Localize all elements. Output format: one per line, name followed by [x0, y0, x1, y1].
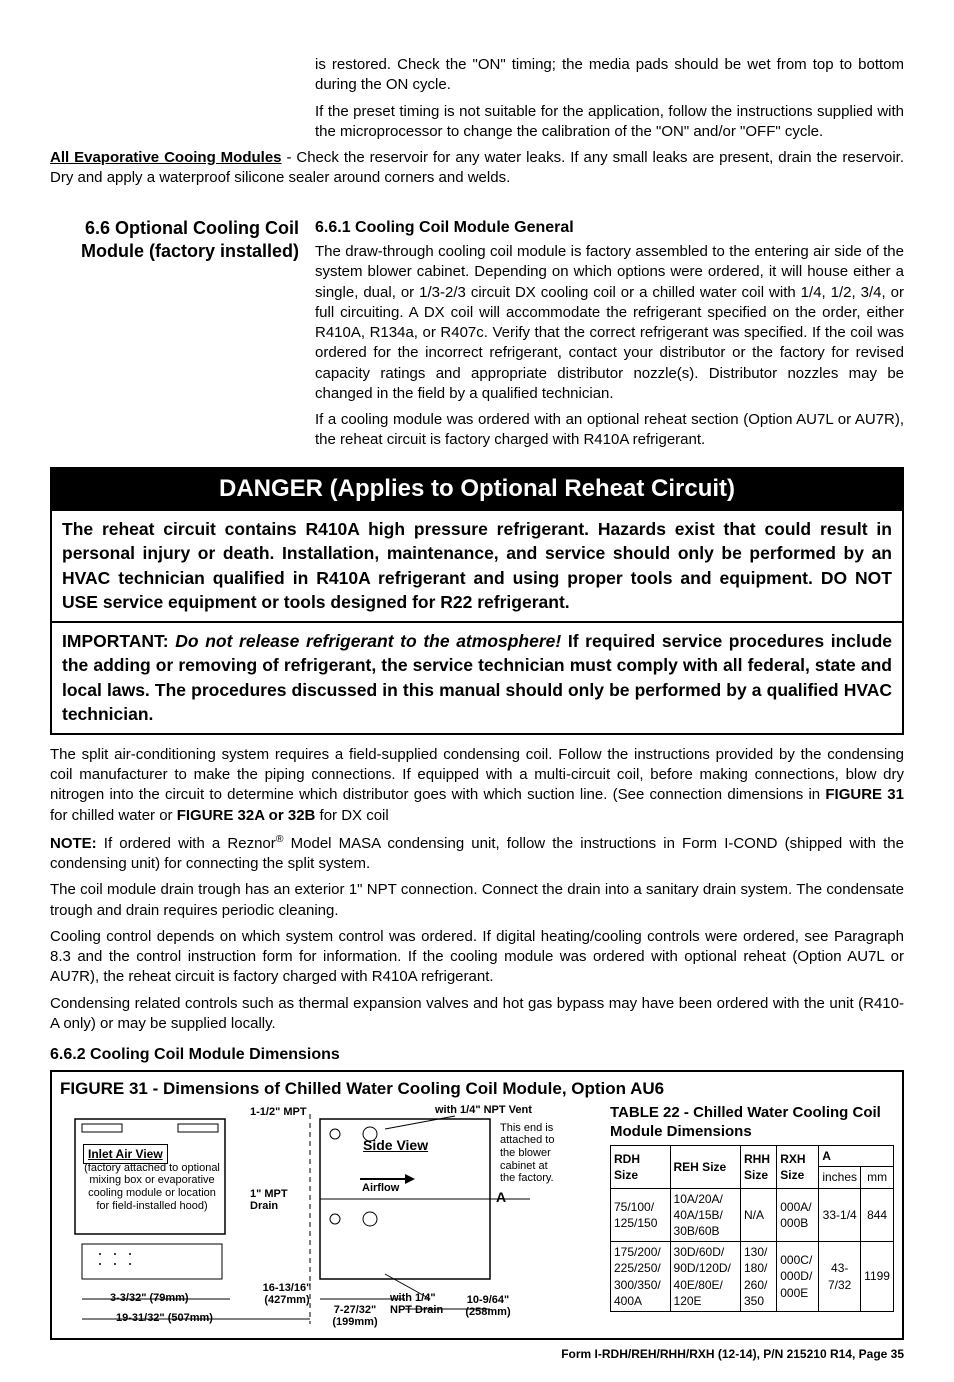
- table-22-area: TABLE 22 - Chilled Water Cooling Coil Mo…: [610, 1104, 894, 1312]
- important-box: IMPORTANT: Do not release refrigerant to…: [50, 623, 904, 735]
- label-dim-258: 10-9/64" (258mm): [448, 1294, 528, 1319]
- label-1-5-mpt: 1-1/2" MPT: [250, 1106, 307, 1119]
- body-p5: Condensing related controls such as ther…: [50, 994, 904, 1035]
- body-p4: Cooling control depends on which system …: [50, 927, 904, 988]
- section-right-col: 6.6.1 Cooling Coil Module General The dr…: [315, 217, 904, 457]
- sub-6-6-1-heading: 6.6.1 Cooling Coil Module General: [315, 217, 904, 239]
- intro-p1: is restored. Check the "ON" timing; the …: [315, 55, 904, 96]
- label-side-view: Side View: [363, 1136, 428, 1155]
- label-airflow: Airflow: [362, 1182, 399, 1195]
- th-reh: REH Size: [670, 1146, 740, 1188]
- registered-icon: ®: [276, 833, 284, 845]
- th-rdh: RDH Size: [611, 1146, 671, 1188]
- label-npt-vent: with 1/4" NPT Vent: [435, 1104, 535, 1117]
- danger-body: The reheat circuit contains R410A high p…: [50, 511, 904, 623]
- label-dim-199: 7-27/32" (199mm): [320, 1304, 390, 1329]
- body-p3: The coil module drain trough has an exte…: [50, 880, 904, 921]
- label-dim-79: 3-3/32" (79mm): [110, 1292, 189, 1305]
- th-rxh: RXH Size: [777, 1146, 819, 1188]
- body-p2: NOTE: If ordered with a Reznor® Model MA…: [50, 832, 904, 875]
- section-6-6: 6.6 Optional Cooling Coil Module (factor…: [50, 217, 904, 457]
- label-1-mpt: 1" MPT Drain: [250, 1188, 305, 1213]
- label-dim-427: 16-13/16" (427mm): [252, 1282, 322, 1307]
- label-attach-note: This end is attached to the blower cabin…: [500, 1122, 560, 1185]
- section-left-heading: 6.6 Optional Cooling Coil Module (factor…: [50, 217, 299, 264]
- table-row: 75/100/ 125/150 10A/20A/ 40A/15B/ 30B/60…: [611, 1188, 894, 1242]
- figure-31: FIGURE 31 - Dimensions of Chilled Water …: [50, 1070, 904, 1340]
- th-a: A: [819, 1146, 894, 1167]
- body-p1: The split air-conditioning system requir…: [50, 745, 904, 826]
- sub-6-6-1-p2: If a cooling module was ordered with an …: [315, 410, 904, 451]
- important-ital: Do not release refrigerant to the atmosp…: [175, 631, 561, 651]
- th-inches: inches: [819, 1167, 861, 1188]
- sub-6-6-1-p1: The draw-through cooling coil module is …: [315, 242, 904, 404]
- figure-31-title: FIGURE 31 - Dimensions of Chilled Water …: [60, 1078, 894, 1101]
- danger-title: DANGER (Applies to Optional Reheat Circu…: [50, 467, 904, 511]
- table-22: RDH Size REH Size RHH Size RXH Size A in…: [610, 1145, 894, 1312]
- th-rhh: RHH Size: [740, 1146, 776, 1188]
- intro-p2: If the preset timing is not suitable for…: [315, 102, 904, 143]
- label-inlet-note: (factory attached to optional mixing box…: [83, 1162, 221, 1213]
- label-a-dim: A: [496, 1188, 506, 1207]
- intro-p3-lead: All Evaporative Cooing Modules: [50, 149, 282, 166]
- intro-p3: All Evaporative Cooing Modules - Check t…: [50, 148, 904, 189]
- section-left-heading-col: 6.6 Optional Cooling Coil Module (factor…: [50, 217, 299, 457]
- sub-6-6-2-heading: 6.6.2 Cooling Coil Module Dimensions: [50, 1044, 904, 1066]
- table-row: 175/200/ 225/250/ 300/350/ 400A 30D/60D/…: [611, 1242, 894, 1312]
- figure-31-diagram: 1-1/2" MPT Inlet Air View (factory attac…: [60, 1104, 602, 1334]
- label-dim-507: 19-31/32" (507mm): [116, 1312, 213, 1325]
- important-lead: IMPORTANT:: [62, 631, 175, 651]
- th-mm: mm: [861, 1167, 894, 1188]
- table-22-title: TABLE 22 - Chilled Water Cooling Coil Mo…: [610, 1104, 894, 1142]
- page-footer: Form I-RDH/REH/RHH/RXH (12-14), P/N 2152…: [50, 1346, 904, 1362]
